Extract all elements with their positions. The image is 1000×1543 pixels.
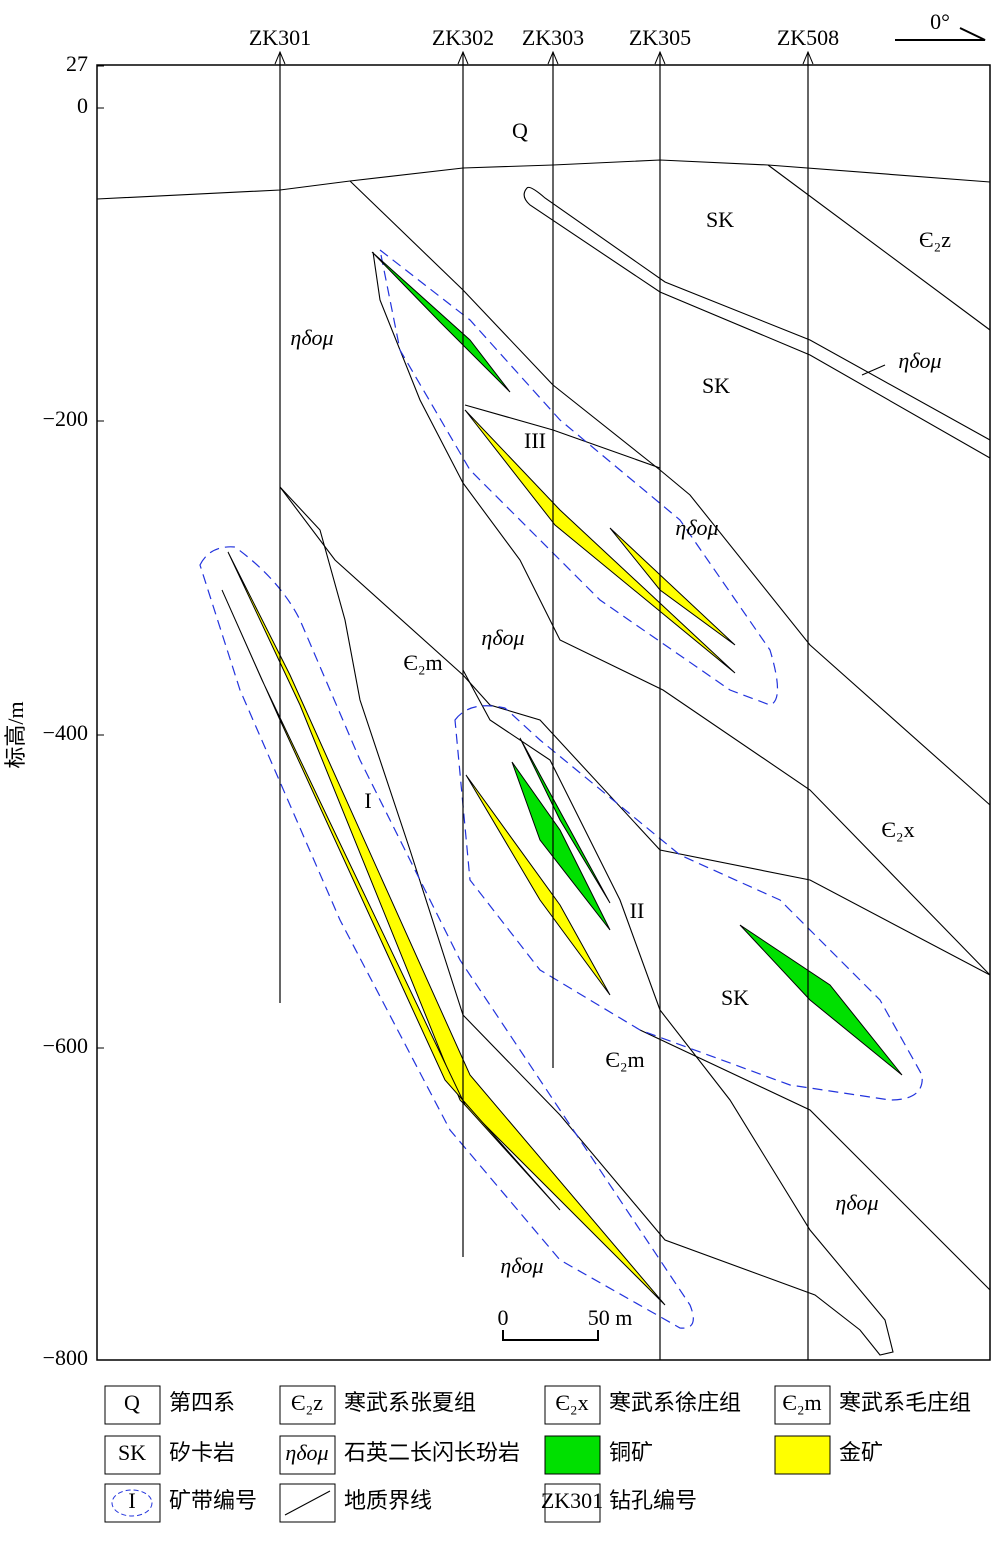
legend-box [104,1435,161,1475]
legend-text: 钻孔编号 [609,1488,697,1513]
map-label: SK [702,373,730,398]
copper-orebody [371,251,511,393]
gold-orebody [465,774,611,996]
legend-swatch [544,1435,601,1475]
axis-label: 标高/m [3,701,28,768]
legend-text: 金矿 [839,1440,883,1465]
y-tick-label: −800 [43,1345,88,1370]
y-tick-label: −400 [43,720,88,745]
legend-swatch [774,1435,831,1475]
legend-text: 寒武系徐庄组 [609,1390,741,1415]
ore-zone-envelope [199,546,694,1329]
map-label: II [630,898,645,923]
map-label: Q [512,118,528,143]
copper-orebody [519,737,611,904]
map-label: Є₂m [605,1047,644,1072]
y-tick-label: −200 [43,406,88,431]
map-label: SK [706,207,734,232]
legend-symbol: ηδομ [285,1440,328,1465]
legend-envelope [111,1489,153,1517]
drillhole-label: ZK301 [249,25,311,50]
boundary [372,251,991,976]
legend-symbol: Q [124,1390,140,1415]
north-label: 0° [930,9,950,34]
map-label: Є₂x [881,817,914,842]
boundary [464,404,661,469]
map-label: III [524,428,546,453]
legend-symbol: Є₂x [555,1390,588,1415]
map-label: ηδομ [835,1190,878,1215]
map-frame: 0 50 m 0° 标高/m [3,9,991,1361]
drillhole-label: ZK303 [522,25,584,50]
legend-box [104,1483,161,1523]
gold-orebody [464,409,736,674]
legend-symbol: SK [118,1440,146,1465]
drillhole-arrow [547,50,559,65]
drillhole-arrow [274,50,286,65]
scale-bar [502,1330,599,1341]
legend-symbol: Є₂m [782,1390,821,1415]
gold-orebody [609,527,736,646]
map-label: ηδομ [898,348,941,373]
boundary [96,159,991,200]
map-label: ηδομ [675,515,718,540]
map-label: Є₂z [919,227,951,252]
legend-text: 第四系 [169,1390,235,1415]
map-label: SK [721,985,749,1010]
boundary [279,486,894,1356]
scale-length: 50 m [588,1305,633,1330]
map-label: Є₂m [403,650,442,675]
legend-box [544,1483,601,1523]
map-label: ηδομ [481,625,524,650]
legend-text: 寒武系毛庄组 [839,1390,971,1415]
frame [96,64,991,1361]
leader [861,364,886,376]
boundary [349,180,991,806]
drillhole-label: ZK302 [432,25,494,50]
legend-box [544,1385,601,1425]
y-tick-label: 0 [77,93,88,118]
legend-box [279,1385,336,1425]
legend-box [279,1483,336,1523]
legend-text: 寒武系张夏组 [344,1390,476,1415]
y-tick-label: 27 [66,51,88,76]
legend-text: 矽卡岩 [169,1440,235,1465]
boundary [767,164,991,331]
legend-symbol: I [128,1488,135,1513]
legend-text: 地质界线 [344,1488,432,1513]
north-arrow [895,27,986,41]
legend-line [284,1490,331,1516]
copper-orebody [511,761,611,931]
legend-text: 石英二长闪长玢岩 [344,1440,520,1465]
dike [523,186,991,459]
boundary [279,486,991,976]
drillhole-label: ZK305 [629,25,691,50]
boundary [639,1029,991,1291]
drillhole-arrow [654,50,666,65]
scale-zero: 0 [498,1305,509,1330]
legend-symbol: ZK301 [541,1488,603,1513]
gold-orebody [227,551,666,1306]
drillhole-arrow [457,50,469,65]
drillhole-arrow [802,50,814,65]
legend-text: 铜矿 [609,1440,653,1465]
legend-box [774,1385,831,1425]
drillhole-label: ZK508 [777,25,839,50]
copper-orebody [739,924,903,1076]
legend-text: 矿带编号 [169,1488,257,1513]
map-label: I [364,788,371,813]
legend-box [279,1435,336,1475]
legend-box [104,1385,161,1425]
map-label: ηδομ [500,1253,543,1278]
map-label: ηδομ [290,325,333,350]
y-tick-label: −600 [43,1033,88,1058]
ore-zone-envelope [454,705,923,1101]
legend-symbol: Є₂z [291,1390,323,1415]
